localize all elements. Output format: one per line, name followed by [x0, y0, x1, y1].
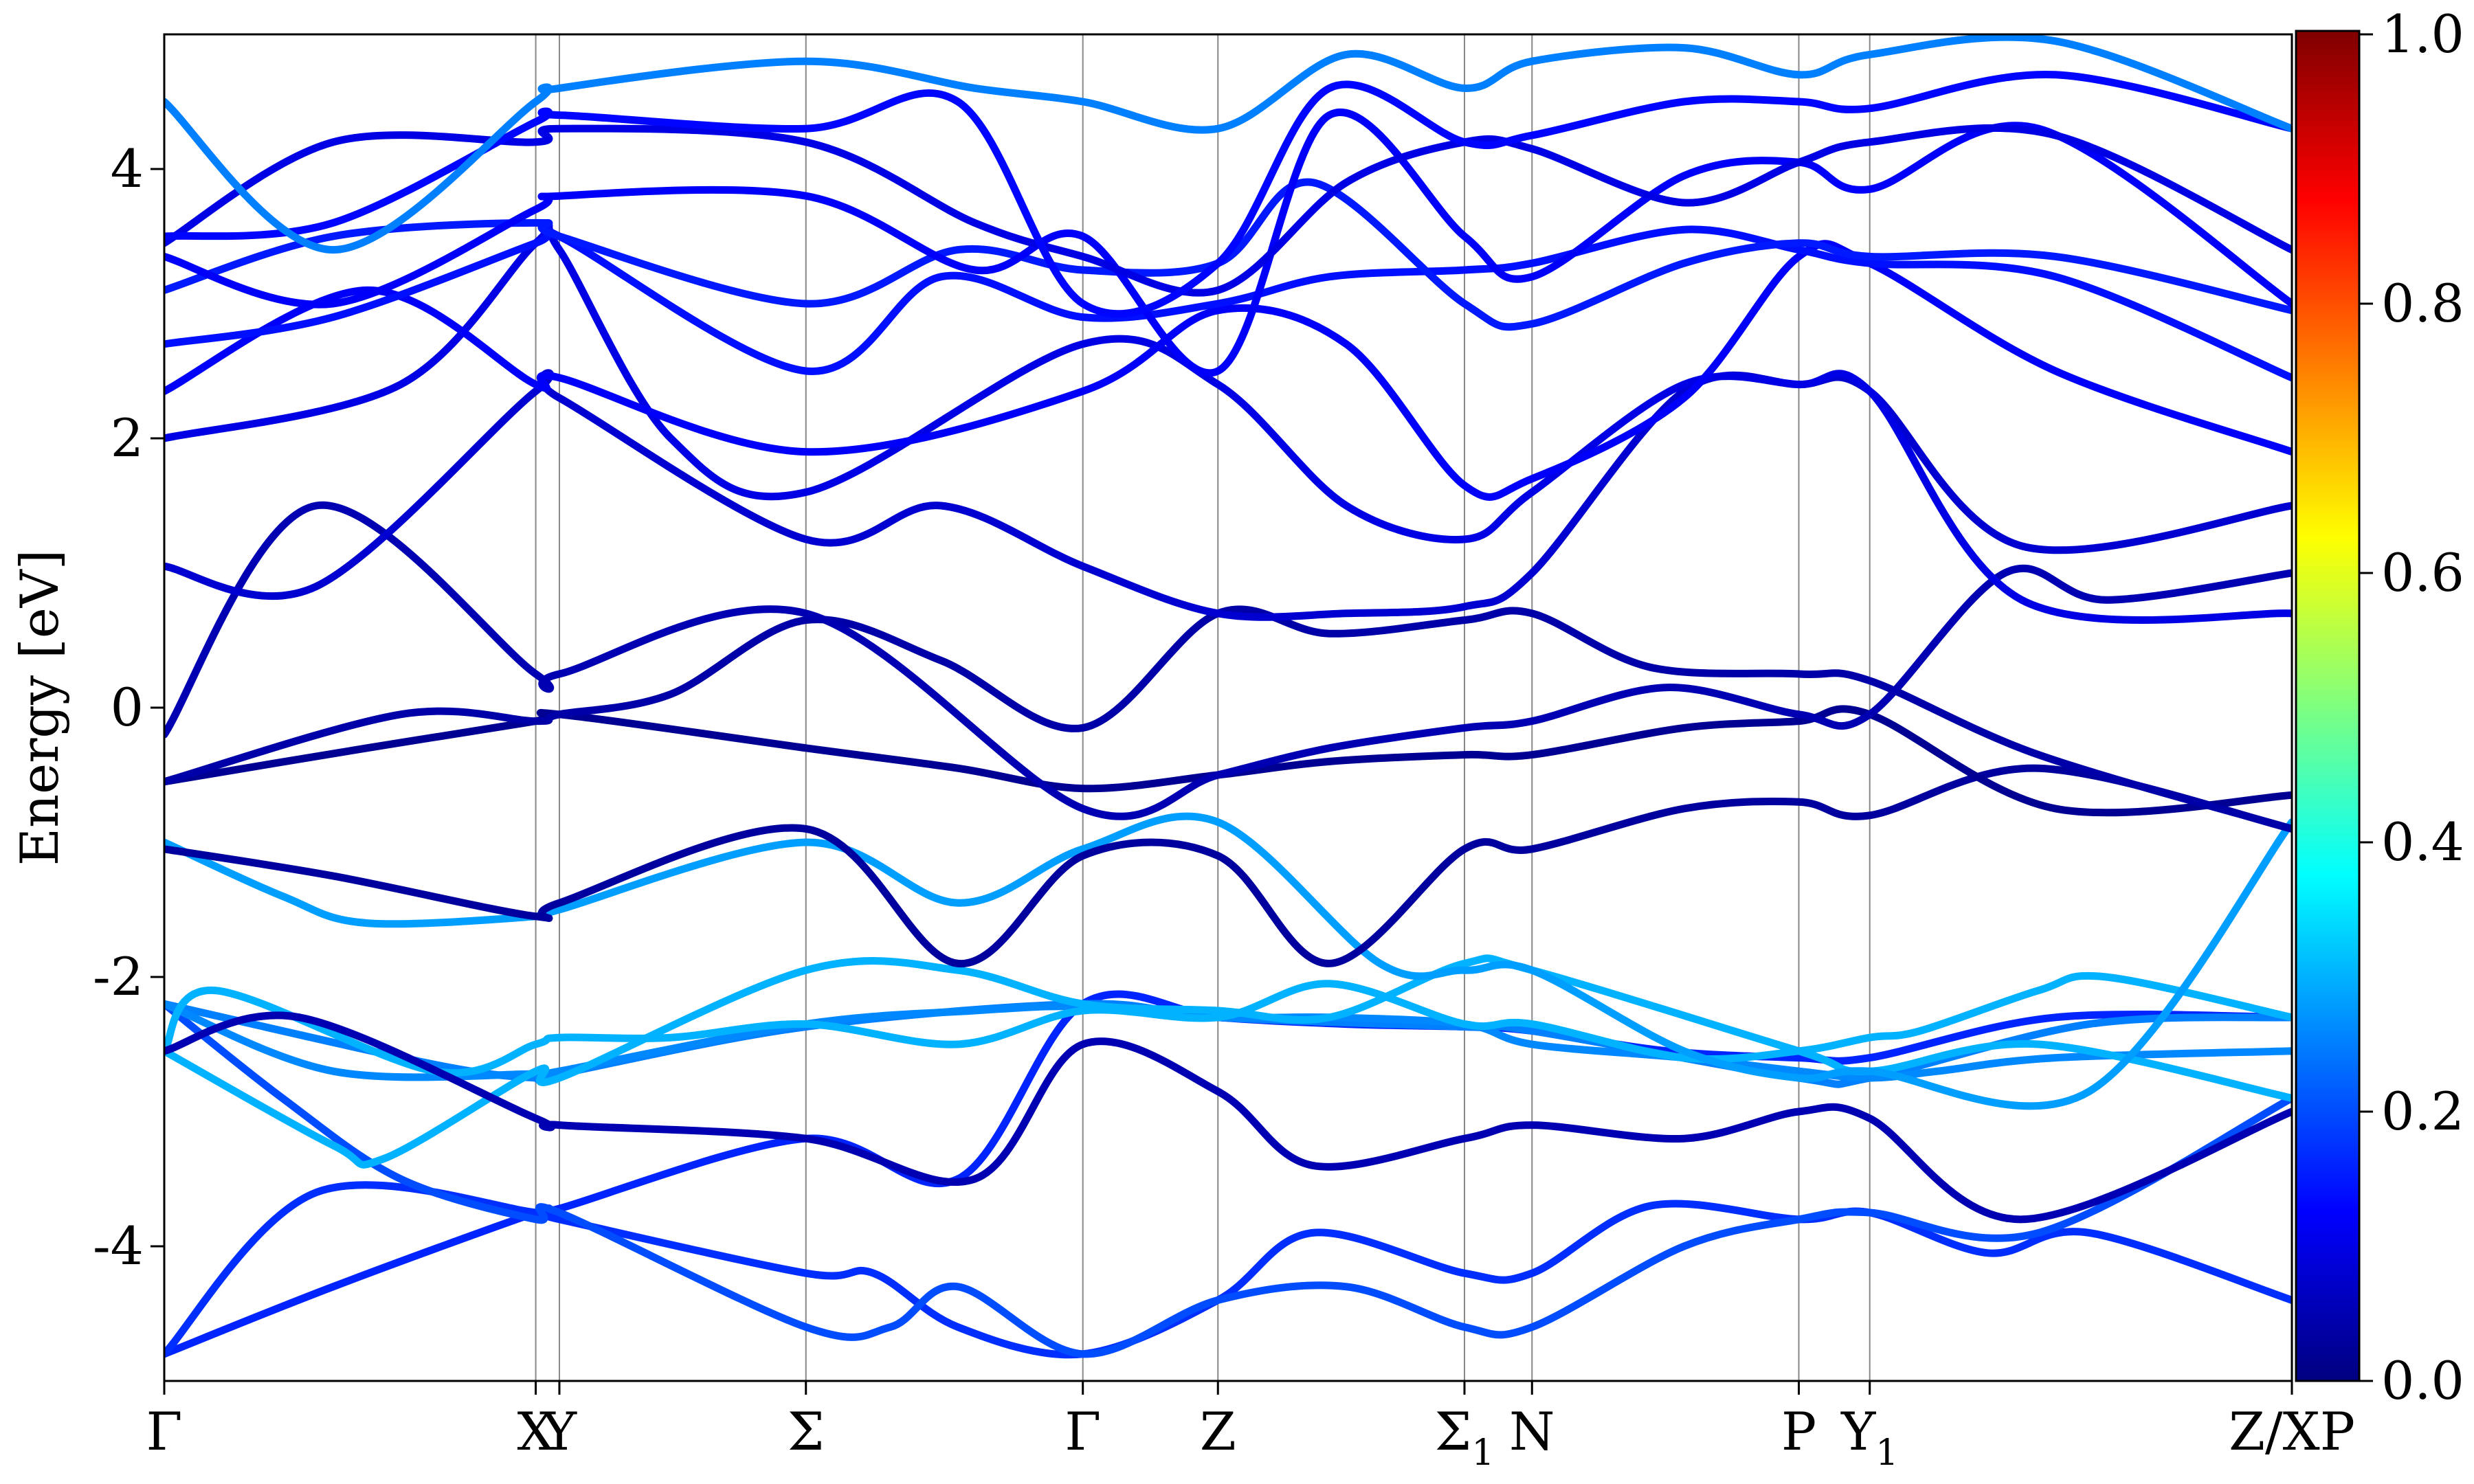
x-tick-label: Γ — [146, 1401, 183, 1462]
band-line-13 — [164, 501, 2292, 820]
y-tick-label: -4 — [93, 1215, 144, 1277]
band-line-20 — [164, 124, 2292, 297]
band-line-14 — [164, 369, 2292, 621]
x-axis: Γ XY Σ Γ Z Σ1 N P Y1 Z/XP — [146, 1381, 2355, 1474]
y-axis-label: Energy [eV] — [9, 550, 70, 866]
x-tick-label: N — [1509, 1401, 1555, 1462]
band-line-16 — [164, 240, 2292, 501]
x-tick-label: Z — [1200, 1401, 1236, 1462]
band-line-22 — [164, 34, 2292, 254]
colorbar-axis: 0.0 0.2 0.4 0.6 0.8 1.0 — [2359, 3, 2464, 1411]
x-tick-label: X — [517, 1401, 555, 1462]
y-tick-label: 4 — [111, 138, 144, 199]
band-line-3 — [164, 1000, 2292, 1358]
x-tick-label: Y1 — [1840, 1401, 1898, 1474]
band-line-21 — [164, 70, 2292, 318]
y-axis: -4 -2 0 2 4 — [93, 138, 164, 1277]
colorbar-tick-label: 0.4 — [2381, 811, 2464, 873]
band-line-9 — [164, 1011, 2292, 1224]
band-line-12 — [164, 605, 2292, 833]
x-tick-label: Σ — [788, 1401, 825, 1462]
y-tick-label: 2 — [111, 407, 144, 469]
y-tick-label: -2 — [93, 946, 144, 1007]
kpoint-gridlines — [535, 34, 1871, 1381]
x-tick-label: P — [1781, 1401, 1816, 1462]
band-line-10 — [164, 764, 2292, 967]
x-tick-label: Σ1 — [1435, 1401, 1495, 1474]
colorbar-tick-label: 0.8 — [2381, 273, 2464, 334]
band-line-19 — [164, 109, 2292, 377]
band-line-7 — [164, 954, 2292, 1169]
y-tick-label: 0 — [111, 677, 144, 738]
colorbar-tick-label: 0.2 — [2381, 1081, 2464, 1142]
band-lines — [164, 34, 2292, 1359]
colorbar — [2295, 30, 2361, 1382]
x-tick-label: Y — [542, 1401, 577, 1462]
colorbar-tick-label: 0.0 — [2381, 1350, 2464, 1411]
colorbar-tick-label: 0.6 — [2381, 542, 2464, 603]
band-line-6 — [164, 971, 2292, 1077]
x-tick-label: Z/XP — [2229, 1401, 2355, 1462]
x-tick-label: Γ — [1065, 1401, 1101, 1462]
band-line-18 — [164, 178, 2292, 331]
colorbar-tick-label: 1.0 — [2381, 3, 2464, 65]
